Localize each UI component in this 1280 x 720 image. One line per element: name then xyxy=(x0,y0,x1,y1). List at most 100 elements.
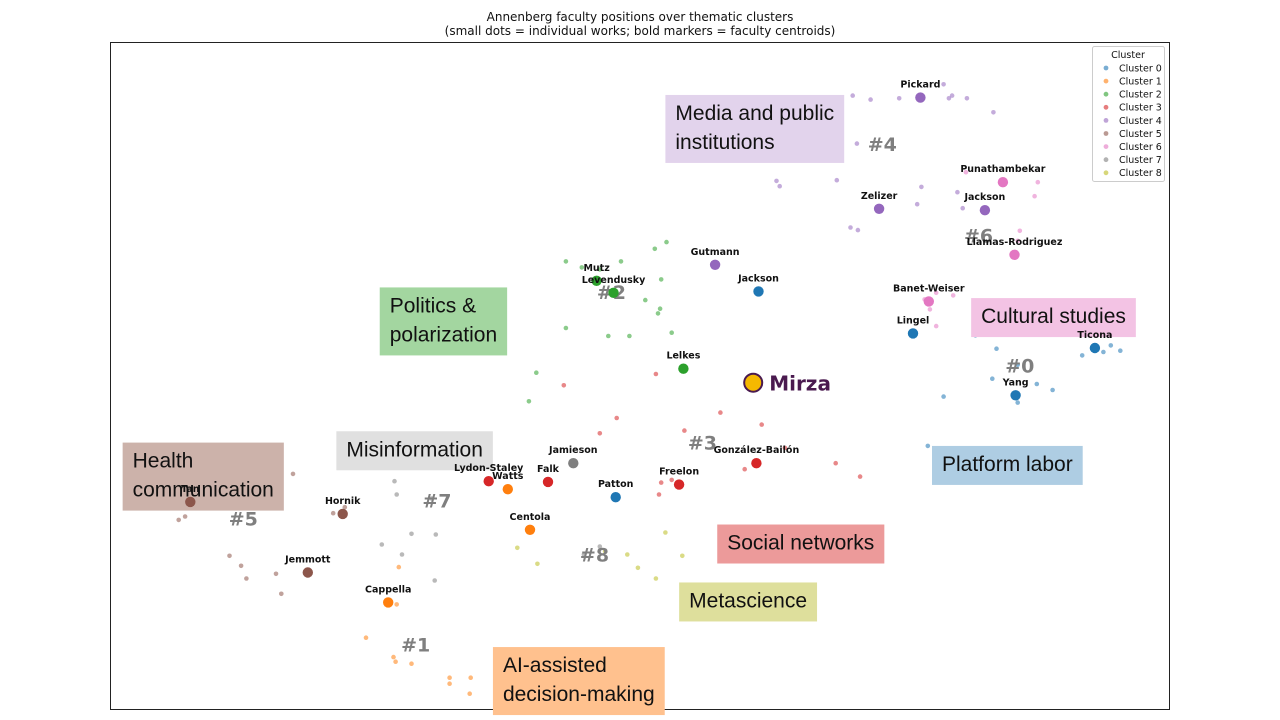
theme-label-box xyxy=(717,524,885,564)
work-point xyxy=(1015,362,1020,368)
work-point xyxy=(534,370,539,376)
work-point xyxy=(290,471,296,477)
cluster-number-label: #1 xyxy=(401,634,430,656)
faculty-centroid xyxy=(751,458,762,469)
work-point xyxy=(447,675,452,680)
faculty-centroid xyxy=(1089,342,1101,354)
theme-label: Cultural studies xyxy=(971,298,1136,338)
faculty-centroid xyxy=(1010,390,1021,401)
work-point xyxy=(990,376,995,382)
work-point xyxy=(949,93,955,98)
work-point xyxy=(279,591,284,597)
work-point xyxy=(955,189,960,195)
work-point xyxy=(563,259,569,264)
faculty-label: González-Bailón xyxy=(714,445,800,456)
cluster-number-label: #3 xyxy=(688,433,717,455)
theme-label: Metascience xyxy=(679,582,818,622)
work-point xyxy=(927,307,933,312)
legend-frame xyxy=(1092,46,1165,182)
legend-marker xyxy=(1103,144,1109,150)
work-point xyxy=(391,654,396,660)
work-point xyxy=(627,333,632,339)
work-point xyxy=(579,265,585,270)
work-point xyxy=(409,661,414,666)
work-point xyxy=(742,466,747,472)
work-point xyxy=(1034,381,1040,387)
work-point xyxy=(854,141,860,146)
work-point xyxy=(652,246,658,252)
work-point xyxy=(994,346,999,352)
work-point xyxy=(933,323,939,329)
theme-label: AI-assisted decision-making xyxy=(492,647,665,716)
legend-marker xyxy=(1103,118,1109,123)
work-point xyxy=(614,415,619,421)
faculty-centroid xyxy=(1009,249,1020,260)
legend-item-label: Cluster 6 xyxy=(1119,142,1162,153)
faculty-label: Jamieson xyxy=(548,445,598,456)
theme-label-text: Social networks xyxy=(727,532,874,555)
faculty-centroid xyxy=(591,275,602,286)
theme-label: Platform labor xyxy=(932,445,1083,485)
work-point xyxy=(857,474,863,479)
faculty-centroid xyxy=(483,476,494,487)
faculty-label: Freelon xyxy=(659,467,699,478)
work-point xyxy=(429,496,434,501)
cluster-number-label: #8 xyxy=(580,545,609,567)
faculty-label: Lydon-Staley xyxy=(454,463,524,474)
highlight-marker xyxy=(743,372,764,393)
cluster-number-label: #0 xyxy=(1005,355,1034,377)
faculty-centroid xyxy=(337,508,348,520)
faculty-centroid xyxy=(524,524,536,535)
work-point xyxy=(653,371,659,377)
work-point xyxy=(855,227,861,233)
work-point xyxy=(759,422,764,427)
faculty-label: Zelizer xyxy=(861,191,898,202)
cluster-number-label: #5 xyxy=(229,509,258,531)
work-point xyxy=(655,311,661,316)
legend-item-label: Cluster 7 xyxy=(1119,155,1162,166)
work-point xyxy=(1108,343,1114,348)
faculty-centroid xyxy=(709,259,721,270)
work-point xyxy=(433,532,439,537)
faculty-centroid xyxy=(923,296,934,307)
work-point xyxy=(432,578,438,583)
work-point xyxy=(379,542,385,547)
theme-label-text: polarization xyxy=(390,323,497,346)
work-point xyxy=(394,492,400,497)
faculty-label: Tan xyxy=(181,484,200,495)
work-point xyxy=(342,504,348,510)
theme-label-text: institutions xyxy=(675,131,774,154)
faculty-label: Mutz xyxy=(583,263,610,274)
faculty-label: Pickard xyxy=(900,80,940,91)
faculty-label: Gutmann xyxy=(691,247,740,258)
work-point xyxy=(563,325,569,331)
work-point xyxy=(409,531,414,537)
theme-label-text: Health xyxy=(133,450,194,473)
work-point xyxy=(850,93,855,98)
work-point xyxy=(238,563,244,569)
work-point xyxy=(658,277,664,282)
faculty-centroid xyxy=(608,287,619,298)
faculty-centroid xyxy=(678,363,689,374)
faculty-label: Punathambekar xyxy=(960,164,1045,175)
work-point xyxy=(597,267,603,272)
work-point xyxy=(363,635,369,640)
work-point xyxy=(669,477,674,483)
work-point xyxy=(834,177,840,183)
work-point xyxy=(664,239,669,245)
legend-marker xyxy=(1103,65,1109,71)
work-point xyxy=(914,201,920,207)
work-point xyxy=(663,530,668,535)
work-point xyxy=(658,480,664,485)
work-point xyxy=(394,602,400,607)
faculty-centroid xyxy=(753,286,764,297)
faculty-centroid xyxy=(907,328,919,339)
work-point xyxy=(1118,348,1123,354)
work-point xyxy=(960,205,965,211)
work-point xyxy=(1015,238,1020,244)
faculty-centroid xyxy=(673,479,685,490)
work-point xyxy=(597,544,603,549)
work-point xyxy=(848,225,853,230)
work-point xyxy=(919,184,924,190)
work-point xyxy=(581,552,587,557)
